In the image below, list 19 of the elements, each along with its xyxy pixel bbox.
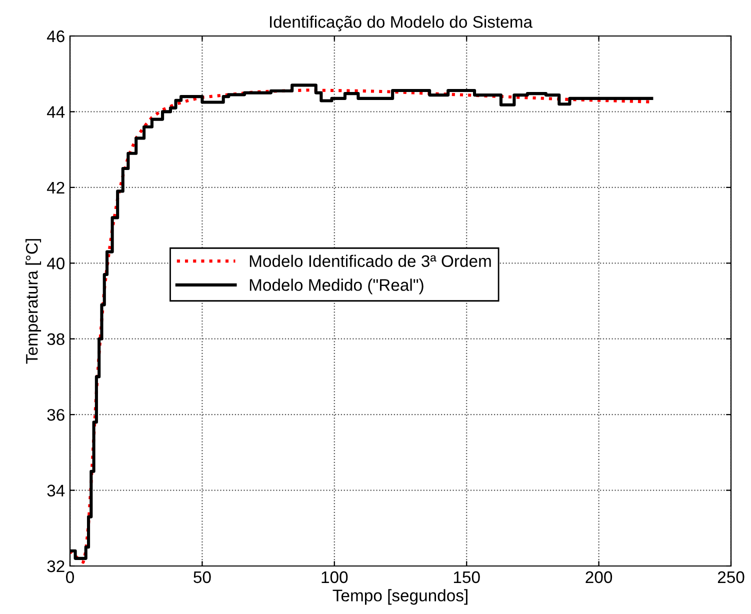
y-tick-label: 44 xyxy=(46,106,65,118)
y-tick-label: 40 xyxy=(46,258,64,270)
y-tick-label: 36 xyxy=(47,408,64,421)
x-tick-label: 50 xyxy=(194,571,211,584)
y-tick-label: 38 xyxy=(47,333,64,346)
legend-label: Modelo Identificado de 3ª Ordem xyxy=(250,254,491,268)
x-tick-label: 200 xyxy=(586,571,612,584)
x-tick-label: 0 xyxy=(66,571,74,584)
y-tick-label: 46 xyxy=(46,30,64,42)
x-tick-label: 150 xyxy=(454,571,480,584)
legend-label: Modelo Medido ("Real") xyxy=(250,278,424,294)
x-axis-title: Tempo [segundos] xyxy=(332,589,468,605)
y-tick-label: 34 xyxy=(47,484,65,496)
y-tick-label: 42 xyxy=(46,182,64,194)
chart-title: Identificação do Modelo do Sistema xyxy=(270,16,533,32)
x-tick-label: 100 xyxy=(322,571,348,584)
y-axis-title: Temperatura [°C] xyxy=(26,239,42,364)
x-tick-label: 250 xyxy=(718,571,744,584)
y-tick-label: 32 xyxy=(47,560,64,572)
